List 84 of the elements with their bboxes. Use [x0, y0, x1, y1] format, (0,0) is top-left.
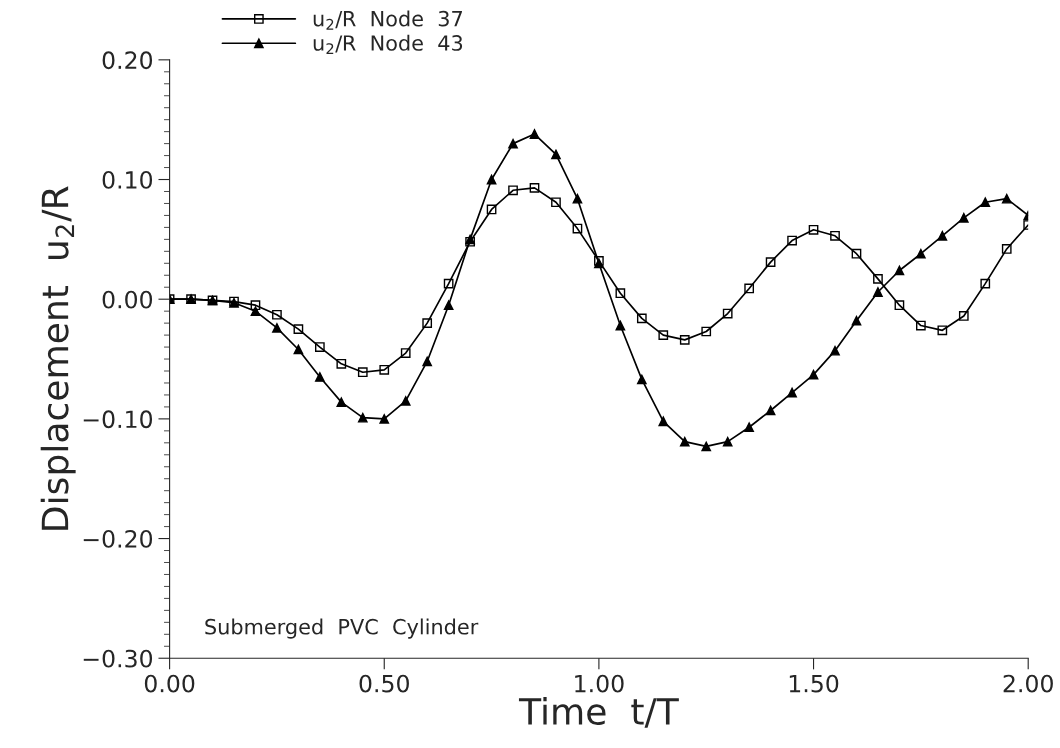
- y-axis-title: Displacement u$_{2}$/R: [40, 186, 76, 530]
- point: [830, 230, 840, 241]
- point: [916, 320, 926, 331]
- point: [958, 212, 969, 223]
- point: [808, 369, 819, 380]
- point: [744, 422, 755, 433]
- point: [357, 412, 368, 423]
- point: [722, 308, 733, 319]
- point: [529, 183, 540, 193]
- point: [937, 230, 948, 241]
- point: [873, 273, 883, 284]
- point: [851, 248, 862, 259]
- point: [551, 197, 561, 208]
- point: [615, 320, 626, 331]
- point: [937, 325, 948, 336]
- point: [293, 344, 304, 355]
- point: [873, 287, 883, 297]
- point: [379, 414, 390, 424]
- point: [787, 387, 797, 398]
- point: [486, 204, 497, 215]
- point: [894, 265, 905, 276]
- point: [272, 309, 282, 320]
- y-tick-label: −0.30: [83, 649, 153, 668]
- point: [830, 345, 840, 356]
- point: [787, 235, 797, 246]
- legend-label: u$_{2}$/R Node 37: [313, 10, 462, 30]
- point: [336, 358, 347, 369]
- point: [636, 313, 647, 324]
- x-tick-label: 1.00: [575, 674, 624, 693]
- point: [250, 306, 261, 317]
- x-tick-label: 2.00: [1003, 674, 1053, 693]
- x-tick-label: 0.00: [144, 674, 195, 693]
- point: [508, 185, 518, 196]
- point: [851, 315, 862, 326]
- point: [336, 397, 347, 407]
- point: [701, 441, 712, 452]
- y-tick-label: −0.20: [83, 530, 153, 548]
- point: [400, 396, 411, 406]
- x-tick-label: 1.50: [789, 674, 839, 693]
- point: [701, 326, 712, 337]
- point: [572, 193, 583, 204]
- point: [293, 324, 304, 334]
- point: [250, 300, 261, 311]
- point: [765, 257, 776, 267]
- point: [1001, 244, 1012, 254]
- point: [379, 364, 390, 375]
- legend-label: u$_{2}$/R Node 43: [313, 34, 463, 54]
- point: [658, 416, 669, 427]
- point: [980, 197, 991, 208]
- point: [400, 348, 411, 358]
- point: [272, 323, 282, 333]
- x-tick-label: 0.50: [359, 674, 409, 693]
- point: [529, 129, 540, 139]
- point: [679, 335, 690, 345]
- point: [314, 342, 325, 352]
- point: [443, 278, 454, 289]
- point: [551, 149, 561, 160]
- point: [722, 436, 733, 447]
- point: [314, 372, 325, 382]
- point: [808, 224, 819, 235]
- point: [658, 330, 669, 340]
- point: [1001, 193, 1012, 204]
- point: [980, 278, 991, 289]
- point: [765, 405, 776, 416]
- y-tick-label: 0.10: [102, 170, 153, 189]
- point: [615, 288, 626, 299]
- point: [916, 248, 926, 259]
- point: [572, 223, 583, 234]
- point: [894, 300, 905, 311]
- point: [422, 318, 433, 328]
- y-tick-label: −0.10: [83, 410, 153, 429]
- annotation: Submerged PVC Cylinder: [205, 618, 479, 639]
- y-tick-label: 0.20: [102, 51, 153, 70]
- x-axis-title: Time t/T: [518, 697, 679, 728]
- point: [443, 300, 454, 311]
- point: [357, 367, 368, 378]
- point: [422, 356, 433, 367]
- point: [744, 283, 755, 294]
- point: [508, 138, 518, 149]
- point: [958, 311, 969, 321]
- y-tick-label: 0.00: [102, 290, 153, 309]
- point: [486, 174, 497, 185]
- point: [679, 436, 690, 447]
- point: [636, 374, 647, 385]
